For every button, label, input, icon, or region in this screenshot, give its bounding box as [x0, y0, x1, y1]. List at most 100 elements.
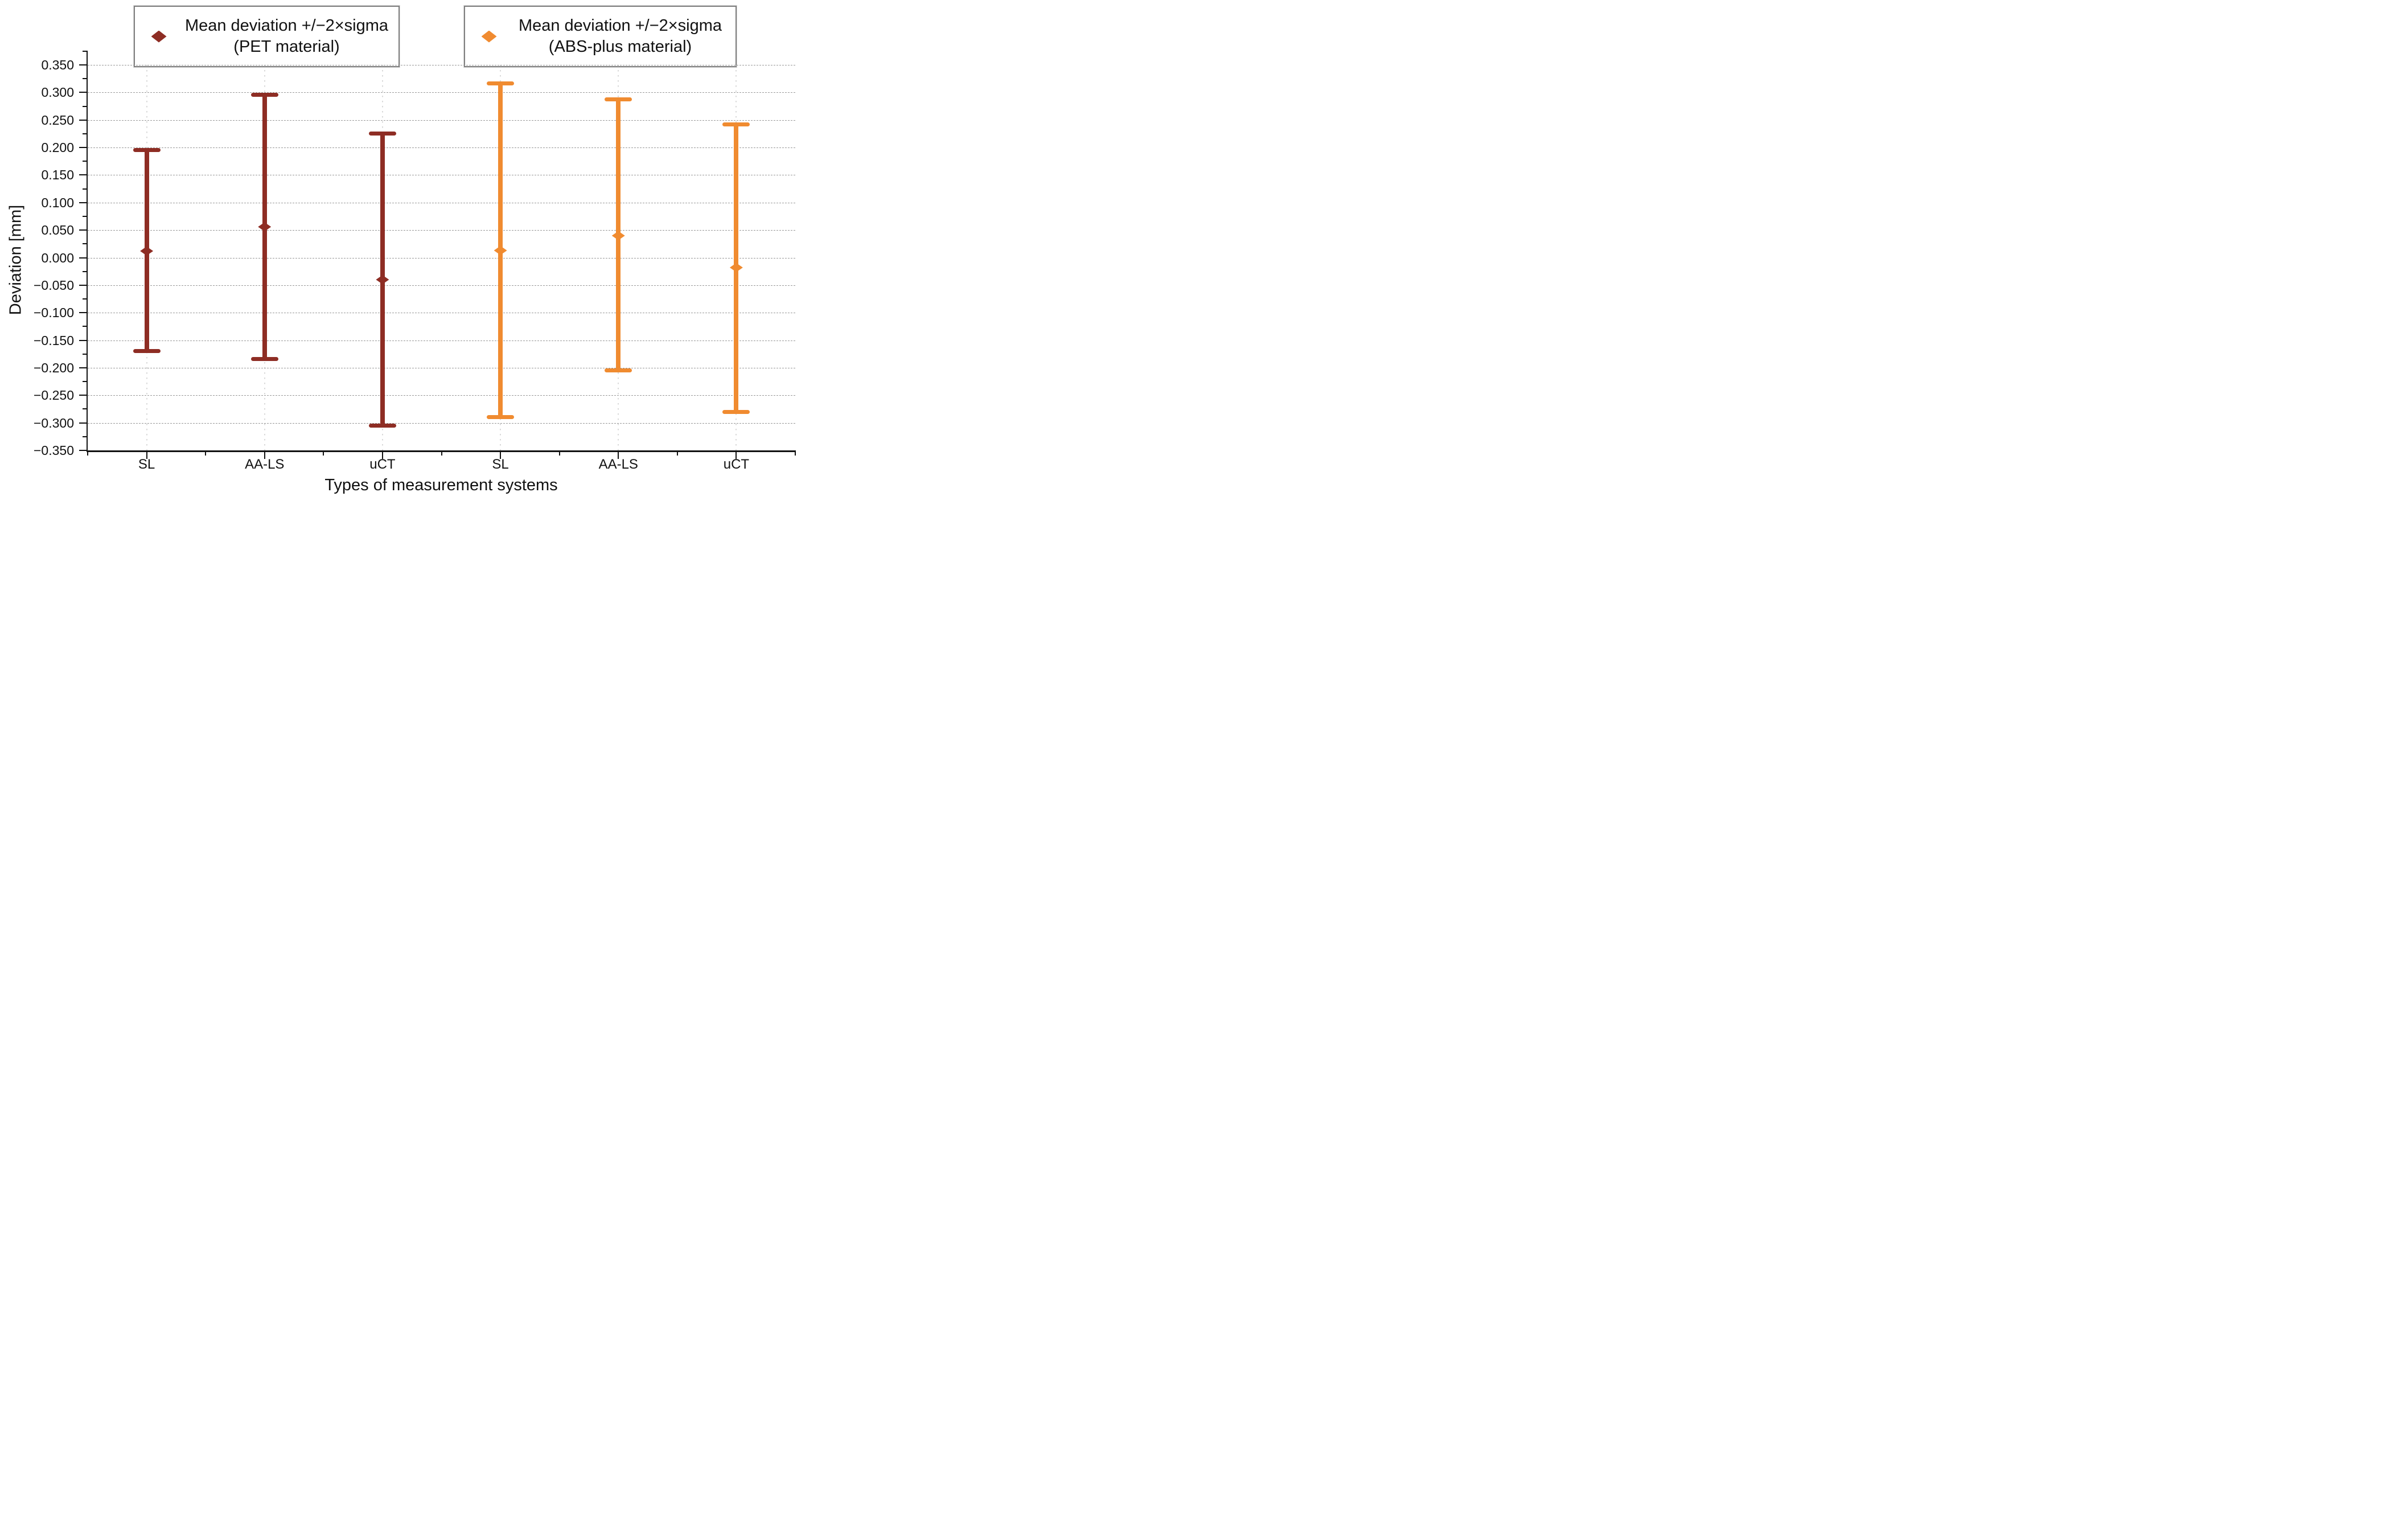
y-tick-label: 0.000 — [41, 250, 74, 265]
y-minor-tick — [83, 270, 88, 272]
x-minor-tick — [676, 450, 678, 456]
gridline — [88, 257, 795, 259]
y-minor-tick — [83, 408, 88, 410]
y-major-tick — [79, 395, 88, 396]
x-minor-tick — [87, 450, 88, 456]
y-major-tick — [79, 284, 88, 286]
x-minor-tick — [205, 450, 207, 456]
error-bar-cap — [722, 409, 750, 414]
gridline — [88, 395, 795, 396]
gridline — [88, 147, 795, 149]
y-tick-label: 0.050 — [41, 223, 74, 238]
error-bar-cap — [605, 97, 632, 102]
y-minor-tick — [83, 105, 88, 107]
y-major-tick — [79, 339, 88, 341]
mean-diamond-marker — [729, 262, 743, 272]
y-minor-tick — [83, 133, 88, 134]
x-tick-label: uCT — [369, 457, 396, 472]
y-minor-tick — [83, 78, 88, 80]
error-bar-cap — [605, 368, 632, 373]
y-tick-label: −0.300 — [34, 415, 74, 430]
legend-pet: Mean deviation +/−2×sigma (PET material) — [134, 6, 400, 67]
x-major-tick — [381, 450, 383, 459]
x-tick-label: SL — [492, 457, 509, 472]
mean-diamond-marker — [376, 275, 389, 285]
legend-abs-marker-col — [465, 30, 513, 43]
gridline — [88, 285, 795, 286]
gridline — [88, 230, 795, 231]
x-minor-tick — [441, 450, 442, 456]
y-major-tick — [79, 229, 88, 231]
y-major-tick — [79, 422, 88, 424]
mean-diamond-marker — [494, 245, 507, 255]
y-major-tick — [79, 312, 88, 314]
y-tick-label: −0.150 — [34, 333, 74, 348]
x-tick-label: AA-LS — [598, 457, 638, 472]
legend-pet-line2: (PET material) — [233, 38, 340, 56]
y-major-tick — [79, 147, 88, 149]
y-major-tick — [79, 257, 88, 259]
error-bar-cap — [722, 122, 750, 126]
y-tick-label: −0.050 — [34, 277, 74, 293]
y-tick-label: 0.100 — [41, 195, 74, 210]
y-axis-line — [87, 51, 88, 450]
gridline — [88, 422, 795, 424]
y-tick-label: −0.200 — [34, 360, 74, 375]
error-bar-cap — [133, 349, 161, 354]
x-minor-tick — [795, 450, 796, 456]
y-minor-tick — [83, 188, 88, 190]
x-tick-label: uCT — [723, 457, 750, 472]
y-major-tick — [79, 202, 88, 203]
y-minor-tick — [83, 326, 88, 327]
x-major-tick — [735, 450, 737, 459]
error-bar-cap — [250, 356, 278, 361]
x-minor-tick — [323, 450, 324, 456]
y-minor-tick — [83, 243, 88, 245]
legend-pet-line1: Mean deviation +/−2×sigma — [184, 17, 389, 35]
legend-pet-marker-col — [135, 30, 183, 43]
legend-abs: Mean deviation +/−2×sigma (ABS-plus mate… — [464, 6, 737, 67]
y-minor-tick — [83, 215, 88, 217]
x-tick-label: AA-LS — [245, 457, 285, 472]
y-tick-label: 0.250 — [41, 112, 74, 128]
gridline — [88, 120, 795, 121]
y-minor-tick — [83, 298, 88, 300]
error-bar-cap — [487, 415, 515, 420]
y-tick-label: −0.350 — [34, 443, 74, 458]
legend-abs-line1: Mean deviation +/−2×sigma — [518, 17, 722, 35]
y-minor-tick — [83, 161, 88, 162]
diamond-marker-icon — [151, 30, 167, 43]
y-major-tick — [79, 450, 88, 451]
error-bar-cap — [368, 423, 396, 428]
x-major-tick — [500, 450, 502, 459]
legend-abs-line2: (ABS-plus material) — [548, 38, 692, 56]
gridline — [88, 92, 795, 93]
legend-pet-text: Mean deviation +/−2×sigma (PET material) — [183, 15, 398, 58]
x-tick-label: SL — [138, 457, 155, 472]
y-major-tick — [79, 64, 88, 65]
mean-diamond-marker — [140, 246, 154, 256]
error-bar-cap — [368, 132, 396, 136]
y-minor-tick — [83, 353, 88, 355]
mean-diamond-marker — [611, 231, 625, 240]
chart: Mean deviation +/−2×sigma (PET material)… — [0, 0, 803, 507]
error-bar-cap — [133, 148, 161, 153]
error-bar-cap — [250, 92, 278, 97]
y-major-tick — [79, 367, 88, 368]
y-minor-tick — [83, 436, 88, 437]
y-tick-label: 0.350 — [41, 58, 74, 72]
x-major-tick — [618, 450, 619, 459]
y-minor-tick — [83, 381, 88, 383]
y-major-tick — [79, 174, 88, 176]
x-minor-tick — [558, 450, 560, 456]
legend-abs-text: Mean deviation +/−2×sigma (ABS-plus mate… — [513, 15, 735, 58]
x-major-tick — [264, 450, 265, 459]
y-tick-label: −0.250 — [34, 388, 74, 403]
error-bar-cap — [487, 81, 515, 86]
y-tick-label: 0.200 — [41, 140, 74, 155]
y-tick-label: 0.150 — [41, 167, 74, 183]
y-tick-label: 0.300 — [41, 85, 74, 100]
y-tick-label: −0.100 — [34, 305, 74, 321]
x-axis-title: Types of measurement systems — [324, 476, 558, 494]
plot-area: 0.350 0.300 0.250 0.200 0.150 0.100 0.050 0.000… — [0, 0, 803, 507]
